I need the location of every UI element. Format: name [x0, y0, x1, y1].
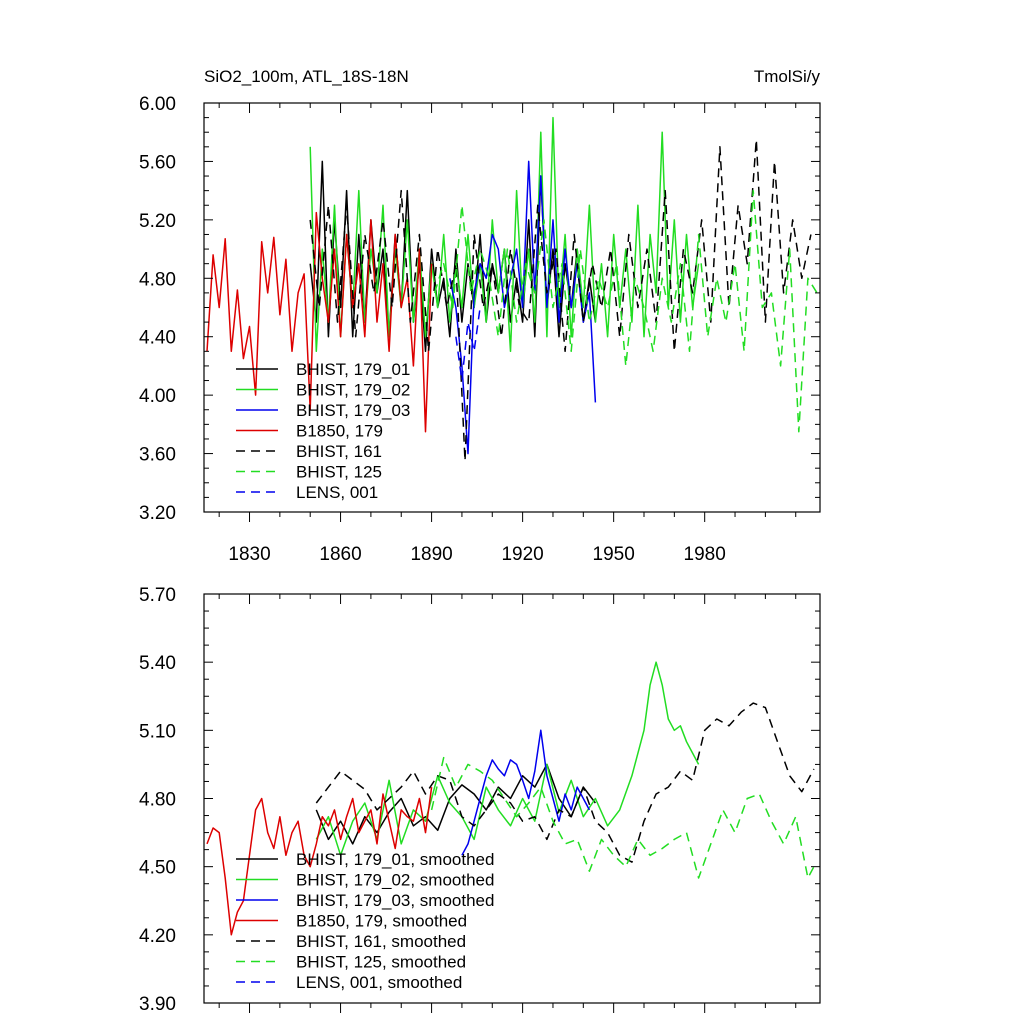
legend-label: B1850, 179, smoothed: [296, 912, 467, 931]
y-tick-label: 4.80: [139, 790, 176, 811]
legend-label: BHIST, 179_01, smoothed: [296, 850, 494, 869]
y-tick-label: 3.90: [139, 994, 176, 1015]
legend-label: LENS, 001, smoothed: [296, 973, 462, 992]
chart-title: SiO2_100m, ATL_18S-18N: [204, 67, 409, 86]
y-tick-label: 4.80: [139, 269, 176, 290]
series-line-3: [461, 729, 591, 856]
y-tick-label: 4.40: [139, 328, 176, 349]
x-tick-label: 1830: [228, 544, 270, 565]
series-line-3: [449, 160, 597, 455]
legend-label: BHIST, 161, smoothed: [296, 932, 466, 951]
y-tick-label: 3.20: [139, 503, 176, 524]
x-tick-label: 1950: [593, 544, 635, 565]
legend: BHIST, 179_01, smoothed BHIST, 179_02, sm…: [236, 850, 494, 992]
legend-label: B1850, 179: [296, 422, 383, 441]
legend-label: BHIST, 161: [296, 442, 382, 461]
series-line-4: [206, 787, 433, 936]
series-lines: [206, 661, 815, 936]
y-tick-label: 4.20: [139, 926, 176, 947]
units-label: TmolSi/y: [754, 67, 821, 86]
legend-label: BHIST, 179_03: [296, 401, 410, 420]
series-lines: [206, 116, 818, 462]
legend-label: BHIST, 179_02: [296, 381, 410, 400]
legend-label: BHIST, 179_02, smoothed: [296, 871, 494, 890]
series-line-2: [315, 661, 700, 857]
series-line-4: [206, 211, 433, 433]
y-tick-label: 5.20: [139, 211, 176, 232]
y-tick-label: 6.00: [139, 94, 176, 115]
series-line-6: [433, 189, 818, 433]
series-line-5: [315, 702, 815, 863]
legend-label: BHIST, 125, smoothed: [296, 953, 466, 972]
y-tick-label: 5.10: [139, 721, 176, 742]
x-tick-label: 1980: [684, 544, 726, 565]
y-tick-label: 3.60: [139, 445, 176, 466]
legend-label: BHIST, 179_01: [296, 360, 410, 379]
y-tick-label: 4.50: [139, 858, 176, 879]
y-tick-label: 5.60: [139, 152, 176, 173]
panel-top: 3.20 3.60 4.00 4.40 4.80 5.20 5.60 6.00 1830 1860…: [139, 94, 821, 565]
panel-bottom: 3.90 4.20 4.50 4.80 5.10 5.40 5.70 BHIST, 179_0…: [139, 585, 821, 1015]
x-tick-label: 1860: [319, 544, 361, 565]
legend-label: BHIST, 179_03, smoothed: [296, 891, 494, 910]
y-tick-label: 4.00: [139, 386, 176, 407]
legend-label: LENS, 001: [296, 483, 378, 502]
x-tick-label: 1890: [410, 544, 452, 565]
legend-label: BHIST, 125: [296, 463, 382, 482]
x-tick-label: 1920: [501, 544, 543, 565]
y-tick-label: 5.40: [139, 653, 176, 674]
y-tick-label: 5.70: [139, 585, 176, 606]
